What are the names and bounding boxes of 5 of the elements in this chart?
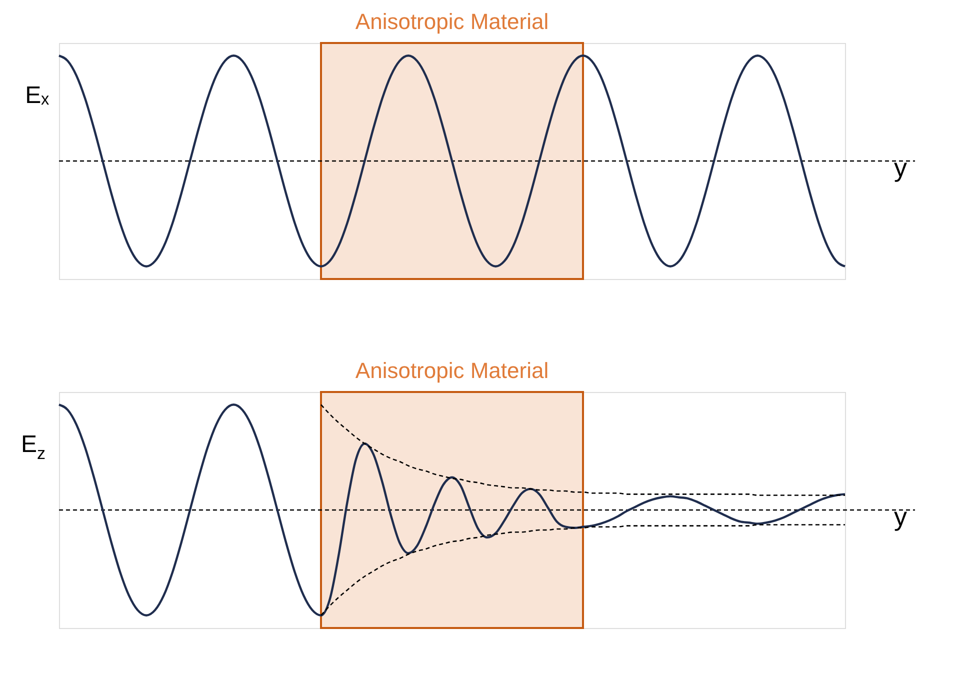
y-axis-title: Eₓ [25,82,50,110]
chart-title: Anisotropic Material [355,9,549,34]
x-axis-title: y [894,502,907,532]
chart-title: Anisotropic Material [355,358,549,383]
x-axis-title: y [894,152,907,182]
